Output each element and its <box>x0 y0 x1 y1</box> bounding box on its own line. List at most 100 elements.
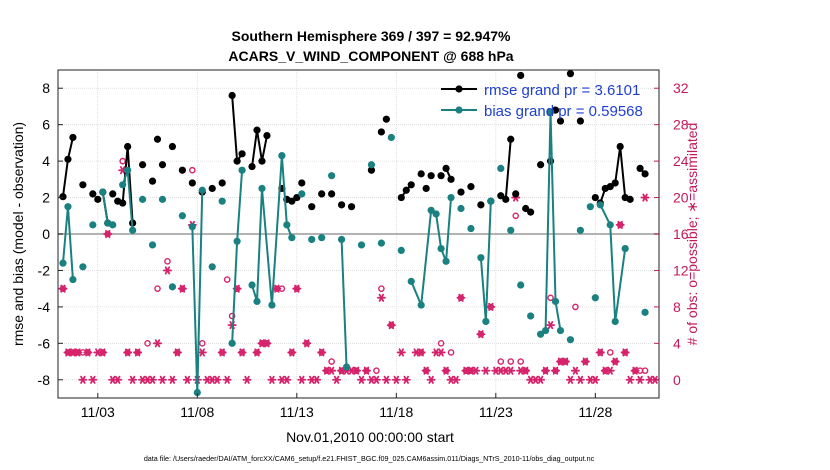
asterisk-stroke <box>333 375 340 384</box>
obs-assimilated-marker <box>148 375 158 384</box>
obs-assimilated-marker <box>153 339 163 348</box>
bias-point <box>188 223 196 231</box>
legend-bias-label: bias grand pr = 0.59568 <box>484 103 643 120</box>
obs-possible-marker <box>547 294 554 302</box>
obs-assimilated-marker <box>242 375 252 384</box>
bias-point <box>158 195 167 203</box>
legend-rmse-label: rmse grand pr = 3.6101 <box>484 82 640 99</box>
bias-point <box>253 297 261 306</box>
rmse-point <box>497 192 505 200</box>
obs-assimilated-marker <box>58 284 68 293</box>
obs-possible-marker <box>373 367 380 374</box>
obs-assimilated-marker <box>630 366 640 375</box>
obs-possible-marker <box>512 212 520 220</box>
asterisk-stroke <box>632 366 638 375</box>
obs-assimilated-marker <box>133 348 143 357</box>
obs-assimilated-marker <box>615 220 625 229</box>
asterisk-stroke <box>433 348 439 357</box>
asterisk-stroke <box>139 375 146 384</box>
asterisk-stroke <box>498 366 504 375</box>
asterisk-stroke <box>174 348 181 357</box>
bias-point <box>367 161 376 169</box>
asterisk-stroke <box>129 375 136 384</box>
asterisk-stroke <box>627 375 633 384</box>
asterisk-stroke <box>642 193 648 202</box>
rmse-point <box>168 142 177 151</box>
x-tick-label: 11/28 <box>578 404 612 420</box>
obs-assimilated-marker <box>610 357 620 366</box>
asterisk-stroke <box>423 366 429 375</box>
left-y-tick-label: 0 <box>42 226 50 242</box>
right-y-tick-label: 8 <box>673 299 681 315</box>
rmse-point <box>228 91 236 100</box>
bias-point <box>387 133 395 142</box>
bias-point <box>591 294 599 302</box>
bias-point <box>556 326 565 335</box>
bias-line-segment <box>61 206 74 280</box>
asterisk-stroke <box>473 366 479 375</box>
asterisk-stroke <box>393 375 400 384</box>
obs-assimilated-marker <box>536 375 546 384</box>
rmse-point <box>616 142 624 151</box>
rmse-point <box>119 199 127 207</box>
obs-assimilated-marker <box>551 366 561 375</box>
bias-point <box>517 281 525 289</box>
asterisk-stroke <box>622 348 628 357</box>
legend: rmse grand pr = 3.6101 bias grand pr = 0.… <box>441 82 643 120</box>
rmse-point <box>138 161 147 169</box>
obs-assimilated-marker <box>172 348 182 357</box>
asterisk-stroke <box>299 375 305 384</box>
rmse-point <box>238 150 246 158</box>
left-y-tick-label: 6 <box>42 117 50 133</box>
asterisk-stroke <box>557 357 564 366</box>
obs-assimilated-marker <box>182 375 192 384</box>
asterisk-stroke <box>388 321 395 330</box>
rmse-point <box>367 166 376 174</box>
x-tick-label: 11/13 <box>280 404 314 420</box>
obs-assimilated-marker <box>426 375 436 384</box>
bias-point <box>238 166 246 174</box>
obs-assimilated-marker <box>267 375 277 384</box>
bias-point <box>168 283 177 291</box>
rmse-point <box>248 162 256 171</box>
obs-assimilated-marker <box>167 375 177 384</box>
rmse-point <box>94 195 102 203</box>
obs-assimilated-marker <box>570 366 580 375</box>
asterisk-stroke <box>592 375 599 384</box>
obs-possible-marker <box>223 276 231 283</box>
obs-assimilated-marker <box>605 366 615 375</box>
bias-point <box>198 186 206 194</box>
asterisk-stroke <box>508 366 514 375</box>
obs-assimilated-marker <box>575 375 585 384</box>
rmse-point <box>522 204 530 213</box>
obs-assimilated-marker <box>541 366 551 375</box>
obs-assimilated-marker <box>88 375 98 384</box>
asterisk-stroke <box>378 293 385 302</box>
obs-assimilated-marker <box>128 375 138 384</box>
asterisk-stroke <box>284 375 290 384</box>
bias-point <box>258 184 266 193</box>
asterisk-stroke <box>294 284 300 293</box>
rmse-point <box>626 195 634 203</box>
asterisk-stroke <box>65 348 71 357</box>
asterisk-stroke <box>493 366 499 375</box>
asterisk-stroke <box>264 339 270 348</box>
rmse-point <box>258 157 266 165</box>
bias-point <box>482 317 490 326</box>
asterisk-stroke <box>552 366 559 375</box>
asterisk-stroke <box>617 220 623 229</box>
bias-line-segment <box>340 239 348 368</box>
asterisk-stroke <box>577 375 584 384</box>
asterisk-stroke <box>348 366 355 375</box>
asterisk-stroke <box>224 375 230 384</box>
asterisk-stroke <box>90 375 96 384</box>
rmse-point <box>89 190 97 198</box>
asterisk-stroke <box>562 357 569 366</box>
rmse-point <box>109 190 117 198</box>
bias-point <box>357 241 366 249</box>
asterisk-stroke <box>169 375 176 384</box>
asterisk-stroke <box>204 375 210 384</box>
bias-line-segment <box>101 191 109 224</box>
bias-point <box>148 241 157 249</box>
right-y-tick-label: 4 <box>673 335 681 351</box>
